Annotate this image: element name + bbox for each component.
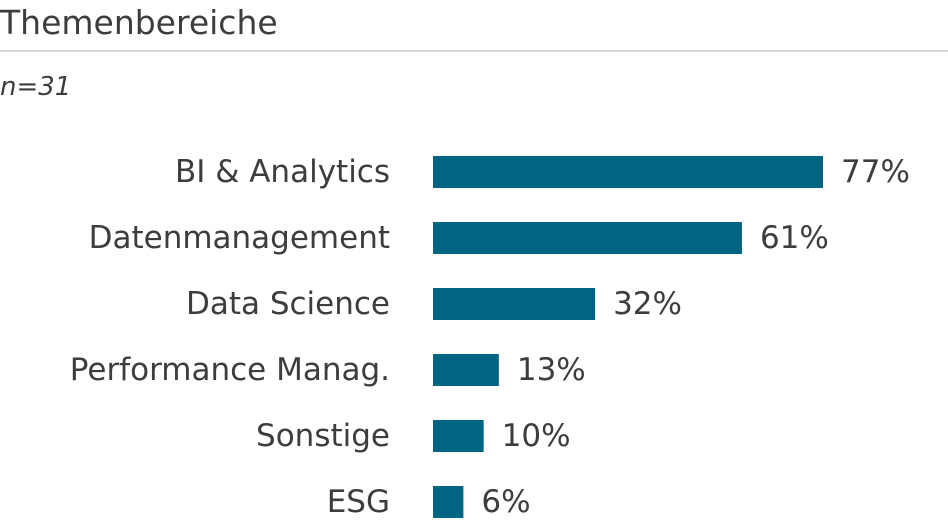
title-divider: [0, 50, 948, 52]
bar: [433, 156, 823, 188]
bar: [433, 288, 596, 320]
bar: [433, 486, 464, 518]
value-label: 32%: [613, 286, 682, 322]
value-label: 13%: [517, 352, 586, 388]
sample-size-note: n=31: [0, 72, 72, 102]
category-label: ESG: [327, 484, 390, 520]
category-label: BI & Analytics: [175, 154, 390, 190]
category-label: Performance Manag.: [70, 352, 390, 388]
chart-title: Themenbereiche: [0, 3, 278, 42]
category-label: Data Science: [186, 286, 390, 322]
bar: [433, 354, 499, 386]
bar: [433, 420, 484, 452]
category-label: Datenmanagement: [89, 220, 390, 256]
bar: [433, 222, 742, 254]
value-label: 10%: [502, 418, 571, 454]
category-label: Sonstige: [256, 418, 390, 454]
value-label: 61%: [760, 220, 829, 256]
value-label: 6%: [481, 484, 530, 520]
value-label: 77%: [841, 154, 910, 190]
